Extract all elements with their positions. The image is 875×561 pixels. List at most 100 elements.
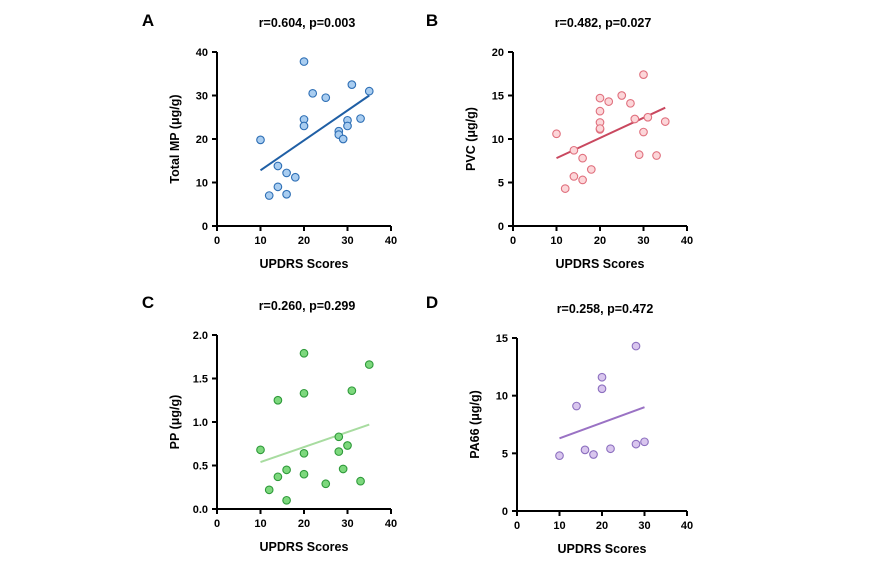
x-tick-label: 30 xyxy=(341,518,353,530)
chart-title: r=0.258, p=0.472 xyxy=(557,302,654,316)
data-point xyxy=(347,80,357,89)
data-point xyxy=(290,172,300,182)
panel-label: A xyxy=(142,11,154,30)
data-point xyxy=(299,448,309,458)
y-tick-label: 30 xyxy=(196,91,208,103)
data-point xyxy=(299,121,309,131)
x-tick-label: 40 xyxy=(681,520,693,532)
data-point xyxy=(552,129,561,139)
chart-title: r=0.260, p=0.299 xyxy=(259,299,356,313)
data-point xyxy=(282,189,291,199)
data-point xyxy=(630,114,640,124)
data-point xyxy=(364,86,374,96)
y-tick-label: 10 xyxy=(492,134,504,146)
data-point xyxy=(586,165,596,174)
x-axis-label: UPDRS Scores xyxy=(260,257,349,271)
data-point xyxy=(569,145,579,155)
x-tick-label: 0 xyxy=(510,235,516,247)
data-point xyxy=(321,479,331,489)
data-point xyxy=(282,168,291,178)
x-tick-label: 10 xyxy=(553,520,565,532)
data-point xyxy=(652,151,661,160)
data-point xyxy=(595,93,605,103)
data-point xyxy=(273,472,283,482)
data-point xyxy=(299,388,309,398)
data-point xyxy=(343,441,352,450)
data-point xyxy=(578,153,587,163)
data-point xyxy=(660,117,670,126)
data-point xyxy=(273,161,283,171)
data-point xyxy=(264,485,274,495)
data-point xyxy=(639,127,648,137)
x-axis-label: UPDRS Scores xyxy=(260,540,349,554)
data-point xyxy=(343,121,352,131)
x-tick-label: 20 xyxy=(298,235,310,247)
regression-line xyxy=(260,423,370,463)
data-point xyxy=(580,445,590,455)
data-point xyxy=(299,469,309,479)
data-point xyxy=(597,372,607,382)
x-tick-label: 0 xyxy=(514,520,520,532)
data-point xyxy=(273,395,283,405)
data-point xyxy=(299,348,309,358)
y-tick-label: 0 xyxy=(202,221,208,233)
data-point xyxy=(555,451,564,460)
y-axis-label: PA66 (μg/g) xyxy=(468,390,482,459)
y-tick-label: 40 xyxy=(196,47,208,59)
chart-title: r=0.482, p=0.027 xyxy=(555,16,652,30)
y-tick-label: 15 xyxy=(492,91,504,103)
data-point xyxy=(282,495,291,505)
x-tick-label: 10 xyxy=(254,518,266,530)
data-point xyxy=(626,98,635,108)
y-tick-label: 0.0 xyxy=(193,504,208,516)
data-point xyxy=(356,476,365,486)
data-point xyxy=(347,386,357,396)
y-tick-label: 0.5 xyxy=(193,461,208,473)
regression-line xyxy=(559,406,645,440)
data-point xyxy=(597,384,607,394)
data-point xyxy=(640,437,649,447)
y-tick-label: 2.0 xyxy=(193,330,208,342)
data-point xyxy=(606,444,615,454)
data-point xyxy=(321,93,331,103)
data-point xyxy=(334,432,344,442)
data-point xyxy=(299,57,309,66)
panel-label: C xyxy=(142,293,154,312)
x-tick-label: 0 xyxy=(214,518,220,530)
data-point xyxy=(589,450,598,459)
y-axis-label: Total MP (μg/g) xyxy=(168,94,182,183)
data-point xyxy=(617,91,627,100)
x-tick-label: 30 xyxy=(637,235,649,247)
x-tick-label: 20 xyxy=(594,235,606,247)
data-point xyxy=(560,184,570,193)
y-tick-label: 10 xyxy=(496,391,508,403)
x-tick-label: 30 xyxy=(638,520,650,532)
data-point xyxy=(631,439,641,449)
x-axis-label: UPDRS Scores xyxy=(558,542,647,556)
y-tick-label: 20 xyxy=(196,134,208,146)
data-point xyxy=(264,191,274,200)
y-tick-label: 1.5 xyxy=(193,374,208,386)
data-point xyxy=(631,341,641,351)
data-point xyxy=(643,112,653,122)
data-point xyxy=(308,88,318,98)
y-axis-label: PP (μg/g) xyxy=(168,395,182,450)
y-tick-label: 10 xyxy=(196,178,208,190)
y-tick-label: 5 xyxy=(498,178,504,190)
data-point xyxy=(273,182,283,192)
y-tick-label: 1.0 xyxy=(193,417,208,429)
data-point xyxy=(578,175,587,185)
y-tick-label: 20 xyxy=(492,47,504,59)
chart-title: r=0.604, p=0.003 xyxy=(259,16,356,30)
x-axis-label: UPDRS Scores xyxy=(556,257,645,271)
y-tick-label: 0 xyxy=(502,506,508,518)
data-point xyxy=(256,135,265,145)
x-tick-label: 40 xyxy=(385,518,397,530)
x-tick-label: 10 xyxy=(550,235,562,247)
data-point xyxy=(572,401,581,411)
